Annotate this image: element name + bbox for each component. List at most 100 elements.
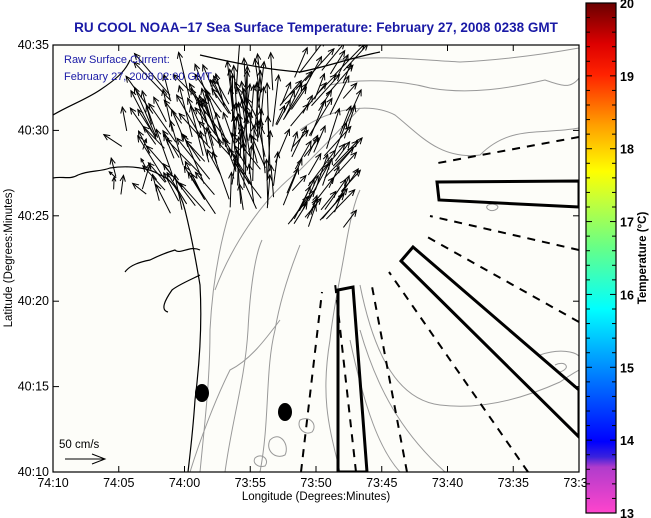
buoy-marker-1[interactable] [195, 384, 209, 402]
current-vector [194, 73, 222, 113]
x-tick-label: 73:55 [235, 476, 266, 490]
y-tick-label: 40:15 [18, 380, 49, 394]
current-vector [109, 156, 117, 177]
y-axis-title: Latitude (Degrees:Minutes) [3, 188, 15, 327]
current-vector [275, 104, 286, 125]
x-axis: 74:10 74:05 74:00 73:55 73:50 73:45 73:40 73:35… [37, 45, 595, 490]
current-vector [326, 188, 356, 220]
y-tick-label: 40:10 [18, 465, 49, 479]
overlay-line1: Raw Surface Current: [64, 54, 170, 66]
current-vector [308, 97, 333, 136]
map-title: RU COOL NOAA−17 Sea Surface Temperature:… [74, 20, 558, 35]
colorbar-tick-label: 19 [620, 70, 634, 84]
colorbar [585, 2, 617, 514]
current-vector [162, 73, 171, 100]
current-vector [176, 94, 204, 141]
bathymetry-contour [298, 418, 315, 434]
study-box-southeast [398, 244, 579, 440]
colorbar-tick-label: 18 [620, 143, 634, 157]
current-vector [272, 73, 282, 127]
current-vector [247, 110, 254, 143]
current-vector [214, 72, 225, 108]
colorbar-tick-label: 14 [620, 434, 634, 448]
bathymetry-contour [199, 209, 231, 472]
current-vector [307, 152, 322, 176]
bathymetry-contour [325, 189, 361, 472]
current-vector [150, 173, 160, 201]
bathymetry-contours [189, 47, 579, 472]
current-vector [194, 171, 215, 196]
x-tick-label: 73:45 [366, 476, 397, 490]
current-vector [343, 104, 357, 139]
current-vector [131, 182, 147, 195]
x-tick-label: 73:35 [498, 476, 529, 490]
current-vector [299, 185, 311, 212]
current-vector [243, 69, 250, 103]
dashed-transect [300, 291, 323, 472]
current-vector [291, 86, 308, 110]
x-tick-label: 74:00 [169, 476, 200, 490]
current-vector [137, 108, 153, 133]
current-vector [235, 45, 240, 92]
current-vector [343, 88, 362, 129]
dashed-transects [300, 136, 579, 472]
x-axis-title: Longitude (Degrees:Minutes) [242, 491, 390, 503]
current-vector [342, 82, 358, 99]
current-vector [168, 119, 184, 166]
current-vector [224, 59, 234, 110]
bathymetry-contour [189, 319, 281, 472]
current-vector [108, 170, 117, 179]
current-vector [250, 123, 258, 182]
current-vector [155, 128, 173, 175]
current-vector [339, 104, 352, 135]
current-vector [281, 81, 292, 105]
current-vector [153, 96, 167, 123]
current-vector [264, 81, 271, 140]
current-vector [171, 108, 184, 138]
current-vector [141, 161, 152, 190]
bathymetry-contour [268, 436, 287, 457]
bathymetry-contour [339, 47, 579, 63]
current-vector [140, 157, 147, 168]
current-vector [165, 138, 203, 176]
current-vector [230, 64, 238, 111]
current-vector [243, 115, 250, 175]
colorbar-title: Temperature (°C) [637, 212, 649, 305]
current-vector [237, 182, 244, 210]
current-vector [303, 136, 320, 157]
current-vector [133, 86, 157, 138]
current-vectors [102, 45, 368, 228]
current-vector [321, 45, 345, 71]
current-vector [162, 162, 196, 206]
colorbar-tick-label: 20 [620, 0, 634, 11]
current-vector [307, 149, 337, 187]
bathymetry-contour [259, 244, 301, 472]
current-vector [142, 137, 148, 150]
current-vector [231, 154, 239, 185]
current-vector [294, 46, 308, 78]
current-vector [336, 137, 363, 168]
dashed-transect [334, 282, 357, 472]
dashed-transect [370, 280, 408, 472]
colorbar-tick-label: 13 [620, 507, 634, 518]
buoy-marker-2[interactable] [278, 403, 292, 421]
current-vector [236, 101, 246, 152]
current-vector [205, 126, 218, 164]
current-vector [148, 102, 177, 143]
y-tick-label: 40:35 [18, 38, 49, 52]
current-vector [290, 130, 299, 152]
current-vector [191, 172, 205, 199]
current-vector [137, 130, 151, 154]
study-box-south [336, 285, 369, 472]
plot-area [53, 45, 579, 472]
current-vector [211, 87, 230, 114]
current-vector [188, 82, 206, 115]
scale-arrow [65, 453, 107, 465]
current-vector [161, 88, 173, 132]
current-vector [254, 69, 263, 126]
current-vector [147, 161, 166, 183]
current-vector [342, 61, 352, 84]
current-vector [194, 63, 210, 102]
bathymetry-contour [359, 284, 579, 407]
current-vector [304, 47, 335, 82]
